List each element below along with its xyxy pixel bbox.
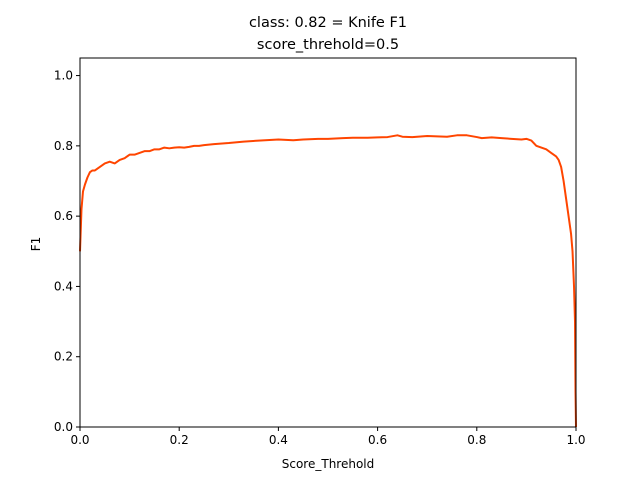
y-tick-label: 0.4 bbox=[54, 279, 73, 293]
y-tick-label: 0.2 bbox=[54, 350, 73, 364]
series-line-0 bbox=[79, 134, 577, 428]
chart-subtitle: score_threhold=0.5 bbox=[257, 37, 399, 53]
x-axis-label: Score_Threhold bbox=[282, 457, 375, 471]
y-axis-label: F1 bbox=[29, 237, 43, 252]
x-tick-label: 0.2 bbox=[170, 433, 189, 447]
y-tick-label: 0.8 bbox=[54, 139, 73, 153]
y-tick-label: 1.0 bbox=[54, 69, 73, 83]
plot-frame bbox=[79, 57, 577, 428]
y-tick-label: 0.0 bbox=[54, 420, 73, 434]
y-tick-label: 0.6 bbox=[54, 209, 73, 223]
x-tick-label: 0.8 bbox=[467, 433, 486, 447]
chart-title: class: 0.82 = Knife F1 bbox=[249, 15, 407, 31]
plot-area: 0.0 0.2 0.4 0.6 0.8 1.0 0.0 0.2 0.4 0.6 0.8 1.0 bbox=[54, 57, 586, 447]
x-tick-label: 0.4 bbox=[269, 433, 288, 447]
x-tick-label: 0.6 bbox=[368, 433, 387, 447]
x-tick-label: 1.0 bbox=[566, 433, 585, 447]
x-tick-label: 0.0 bbox=[70, 433, 89, 447]
